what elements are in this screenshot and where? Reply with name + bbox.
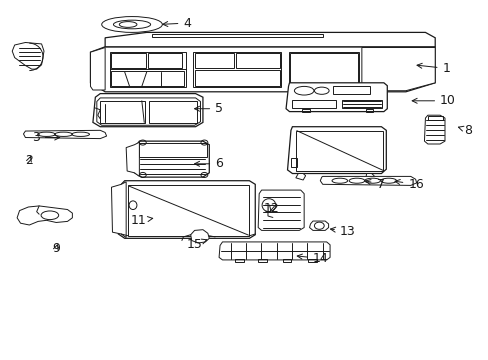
Polygon shape	[23, 130, 106, 139]
Bar	[365, 109, 372, 112]
Bar	[149, 101, 197, 123]
Polygon shape	[219, 242, 329, 260]
Text: 5: 5	[194, 102, 223, 115]
Bar	[139, 143, 206, 157]
Bar	[302, 109, 309, 112]
Polygon shape	[258, 190, 304, 230]
Polygon shape	[134, 141, 209, 177]
Text: 2: 2	[25, 154, 33, 167]
Bar	[295, 131, 382, 171]
Bar	[427, 116, 442, 120]
Bar	[307, 259, 316, 262]
Bar	[291, 158, 297, 167]
Text: 6: 6	[194, 157, 223, 170]
Text: 9: 9	[52, 242, 60, 255]
Polygon shape	[126, 142, 139, 176]
Polygon shape	[285, 83, 386, 112]
Polygon shape	[190, 230, 209, 243]
Bar	[111, 71, 183, 86]
Polygon shape	[90, 48, 105, 90]
Text: 1: 1	[416, 62, 449, 75]
Bar	[110, 52, 185, 87]
Bar	[100, 101, 145, 123]
Bar	[194, 53, 233, 68]
Polygon shape	[118, 181, 255, 238]
Text: 7: 7	[365, 178, 384, 191]
Bar	[128, 185, 249, 236]
Text: 12: 12	[263, 202, 279, 215]
Text: 16: 16	[394, 178, 423, 191]
Text: 14: 14	[297, 252, 328, 265]
Text: 13: 13	[330, 225, 355, 238]
Polygon shape	[287, 127, 386, 174]
Text: 15: 15	[187, 238, 206, 251]
Bar	[258, 259, 266, 262]
Bar	[111, 53, 145, 68]
Bar	[289, 53, 357, 86]
Bar	[235, 53, 279, 68]
Polygon shape	[12, 42, 44, 69]
Bar	[333, 86, 369, 94]
Bar	[292, 100, 336, 108]
Text: 11: 11	[131, 214, 152, 227]
Polygon shape	[90, 47, 434, 92]
Polygon shape	[361, 48, 434, 91]
Bar	[193, 52, 281, 87]
Bar	[151, 34, 322, 37]
Text: 10: 10	[411, 94, 455, 107]
Text: 8: 8	[457, 124, 471, 137]
Bar	[234, 259, 243, 262]
Polygon shape	[17, 206, 72, 225]
Polygon shape	[320, 176, 416, 185]
Bar	[342, 100, 382, 108]
Polygon shape	[111, 182, 126, 238]
Text: 3: 3	[32, 131, 60, 144]
Polygon shape	[365, 174, 373, 180]
Bar	[282, 259, 291, 262]
Polygon shape	[295, 174, 305, 180]
Polygon shape	[309, 221, 328, 230]
Bar	[147, 53, 182, 68]
Polygon shape	[424, 115, 444, 144]
Text: 4: 4	[163, 17, 191, 30]
Bar	[194, 70, 279, 86]
Polygon shape	[105, 32, 434, 47]
Polygon shape	[93, 94, 203, 127]
Bar	[288, 52, 359, 87]
